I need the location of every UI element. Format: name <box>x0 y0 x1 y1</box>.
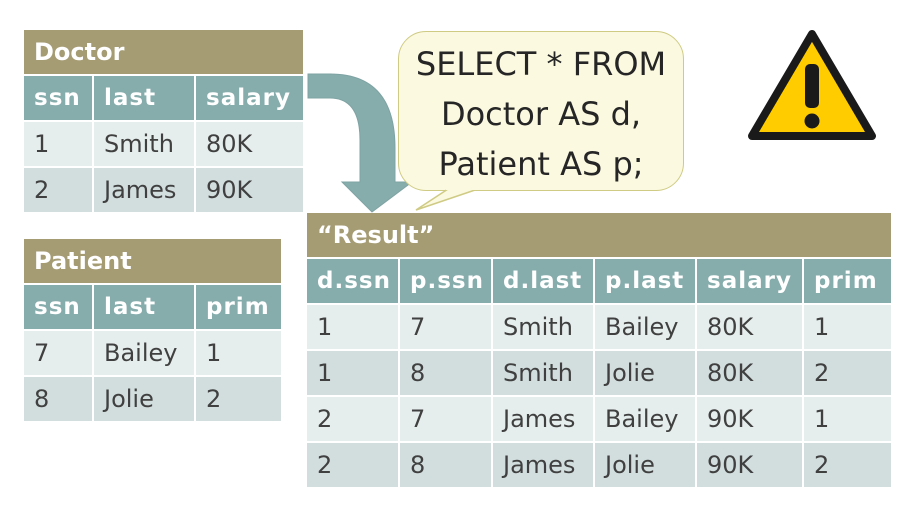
column-header: prim <box>196 285 282 331</box>
doctor-table: Doctor ssn last salary 1 Smith 80K 2 Jam… <box>24 30 304 214</box>
doctor-table-title: Doctor <box>24 30 304 76</box>
column-header: d.last <box>493 259 595 305</box>
patient-table: Patient ssn last prim 7 Bailey 1 8 Jolie… <box>24 239 282 423</box>
column-header: ssn <box>24 76 94 122</box>
table-cell: 90K <box>697 443 804 489</box>
table-row: 8 Jolie 2 <box>24 377 282 423</box>
table-cell: 2 <box>196 377 282 423</box>
table-row: 2 7 James Bailey 90K 1 <box>307 397 892 443</box>
table-cell: Jolie <box>595 443 697 489</box>
table-cell: 1 <box>24 122 94 168</box>
query-line: SELECT * FROM <box>415 45 667 83</box>
table-cell: 1 <box>307 305 400 351</box>
query-line: Patient AS p; <box>438 145 644 183</box>
table-cell: 90K <box>697 397 804 443</box>
table-cell: 2 <box>24 168 94 214</box>
table-cell: 1 <box>307 351 400 397</box>
table-row: 1 8 Smith Jolie 80K 2 <box>307 351 892 397</box>
table-cell: Bailey <box>595 305 697 351</box>
result-table: “Result” d.ssn p.ssn d.last p.last salar… <box>307 213 892 489</box>
column-header: salary <box>196 76 304 122</box>
query-speech-bubble <box>398 31 684 191</box>
column-header: last <box>94 285 196 331</box>
table-cell: James <box>493 443 595 489</box>
table-cell: Smith <box>94 122 196 168</box>
table-cell: 1 <box>804 397 892 443</box>
table-cell: 1 <box>804 305 892 351</box>
column-header: salary <box>697 259 804 305</box>
table-cell: 80K <box>697 305 804 351</box>
column-header: p.ssn <box>400 259 493 305</box>
table-cell: Jolie <box>595 351 697 397</box>
table-cell: James <box>94 168 196 214</box>
table-cell: Bailey <box>94 331 196 377</box>
table-cell: 2 <box>307 397 400 443</box>
table-cell: 7 <box>400 397 493 443</box>
table-row: 7 Bailey 1 <box>24 331 282 377</box>
table-cell: 1 <box>196 331 282 377</box>
column-header: ssn <box>24 285 94 331</box>
table-cell: Smith <box>493 305 595 351</box>
column-header: prim <box>804 259 892 305</box>
table-cell: 8 <box>24 377 94 423</box>
column-header: last <box>94 76 196 122</box>
table-cell: 8 <box>400 443 493 489</box>
table-cell: Bailey <box>595 397 697 443</box>
result-table-title: “Result” <box>307 213 892 259</box>
table-row: 1 Smith 80K <box>24 122 304 168</box>
table-row: 2 James 90K <box>24 168 304 214</box>
table-row: 2 8 James Jolie 90K 2 <box>307 443 892 489</box>
table-cell: Smith <box>493 351 595 397</box>
column-header: p.last <box>595 259 697 305</box>
column-header: d.ssn <box>307 259 400 305</box>
table-cell: 7 <box>24 331 94 377</box>
table-cell: 80K <box>697 351 804 397</box>
table-cell: James <box>493 397 595 443</box>
table-cell: 80K <box>196 122 304 168</box>
query-line: Doctor AS d, <box>440 95 642 133</box>
table-row: 1 7 Smith Bailey 80K 1 <box>307 305 892 351</box>
table-cell: 2 <box>307 443 400 489</box>
table-cell: 8 <box>400 351 493 397</box>
sql-query: SELECT * FROM Doctor AS d, Patient AS p; <box>398 39 684 189</box>
table-cell: 2 <box>804 351 892 397</box>
table-cell: 90K <box>196 168 304 214</box>
patient-table-title: Patient <box>24 239 282 285</box>
table-cell: Jolie <box>94 377 196 423</box>
table-cell: 2 <box>804 443 892 489</box>
table-cell: 7 <box>400 305 493 351</box>
